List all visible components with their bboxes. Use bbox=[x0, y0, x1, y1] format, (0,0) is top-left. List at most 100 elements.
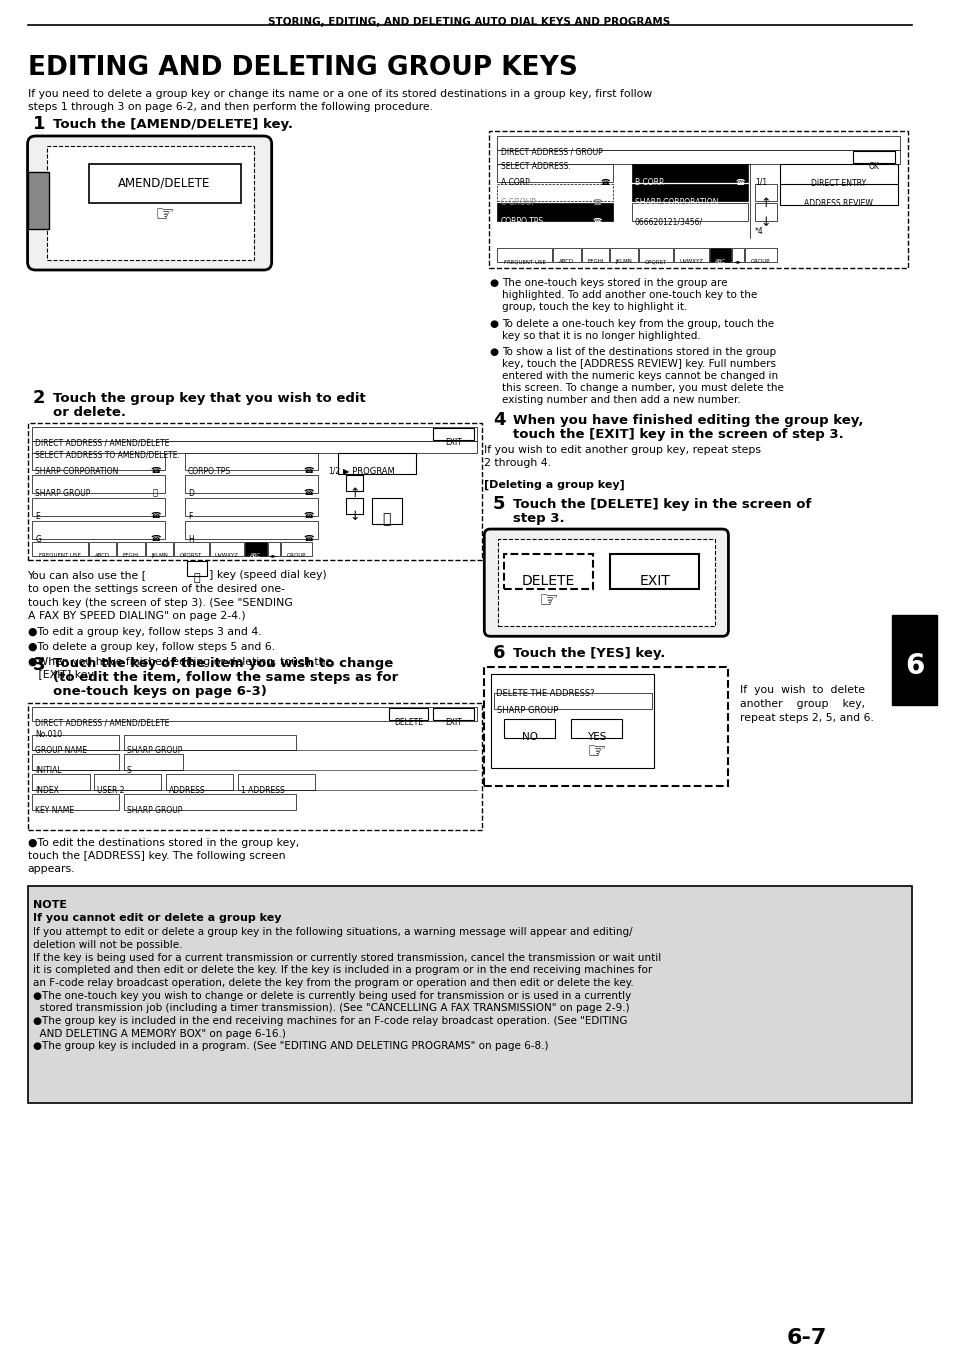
Text: Touch the [AMEND/DELETE] key.: Touch the [AMEND/DELETE] key. bbox=[53, 118, 293, 131]
Text: 1/2: 1/2 bbox=[328, 466, 339, 476]
Bar bbox=[185, 453, 317, 470]
Text: ABC: ABC bbox=[251, 553, 261, 558]
Text: ●The group key is included in the end receiving machines for an F-code relay bro: ●The group key is included in the end re… bbox=[33, 1016, 627, 1025]
Text: ◄►: ◄► bbox=[733, 259, 741, 263]
Text: NO: NO bbox=[521, 731, 537, 742]
Text: If you need to delete a group key or change its name or a one of its stored dest: If you need to delete a group key or cha… bbox=[28, 89, 651, 100]
Bar bbox=[124, 735, 296, 750]
Bar bbox=[174, 542, 209, 555]
Bar bbox=[570, 719, 621, 739]
Bar bbox=[28, 423, 482, 559]
Bar bbox=[89, 163, 241, 204]
Text: deletion will not be possible.: deletion will not be possible. bbox=[33, 940, 183, 950]
Text: ] key (speed dial key): ] key (speed dial key) bbox=[209, 570, 326, 580]
Bar bbox=[117, 542, 145, 555]
Bar bbox=[494, 693, 651, 709]
Bar bbox=[631, 204, 747, 222]
Text: ☎: ☎ bbox=[592, 197, 601, 207]
Text: DIRECT ENTRY: DIRECT ENTRY bbox=[810, 178, 865, 188]
Text: 6: 6 bbox=[493, 644, 505, 662]
Text: entered with the numeric keys cannot be changed in: entered with the numeric keys cannot be … bbox=[501, 372, 778, 381]
Text: touch the [ADDRESS] key. The following screen: touch the [ADDRESS] key. The following s… bbox=[28, 851, 285, 861]
Text: DIRECT ADDRESS / AMEND/DELETE: DIRECT ADDRESS / AMEND/DELETE bbox=[35, 719, 170, 728]
Text: ●To edit a group key, follow steps 3 and 4.: ●To edit a group key, follow steps 3 and… bbox=[28, 627, 261, 638]
Bar bbox=[124, 754, 183, 770]
Text: ☞: ☞ bbox=[537, 592, 558, 612]
Text: The one-touch keys stored in the group are: The one-touch keys stored in the group a… bbox=[501, 278, 727, 288]
Bar bbox=[853, 151, 894, 162]
Bar bbox=[674, 249, 708, 262]
Bar bbox=[581, 249, 609, 262]
Text: ↓: ↓ bbox=[760, 216, 770, 230]
Text: touch key (the screen of step 3). (See "SENDING: touch key (the screen of step 3). (See "… bbox=[28, 597, 292, 608]
Bar bbox=[433, 708, 474, 720]
Text: ☎: ☎ bbox=[303, 466, 313, 474]
Text: ☎: ☎ bbox=[735, 178, 744, 186]
Bar bbox=[497, 184, 613, 201]
Text: ●: ● bbox=[489, 347, 497, 358]
Text: SHARP GROUP: SHARP GROUP bbox=[127, 747, 182, 755]
Text: 📠: 📠 bbox=[193, 573, 200, 582]
Text: this screen. To change a number, you must delete the: this screen. To change a number, you mus… bbox=[501, 384, 783, 393]
Text: ●The one-touch key you wish to change or delete is currently being used for tran: ●The one-touch key you wish to change or… bbox=[33, 990, 631, 1001]
Text: GROUP: GROUP bbox=[286, 553, 306, 558]
Bar bbox=[779, 184, 897, 205]
Text: F: F bbox=[188, 512, 193, 521]
Text: SHARP CORPORATION: SHARP CORPORATION bbox=[635, 197, 718, 207]
Text: 1: 1 bbox=[33, 115, 46, 134]
Text: DELETE: DELETE bbox=[521, 574, 575, 588]
Text: ●: ● bbox=[489, 278, 497, 288]
Text: ↓: ↓ bbox=[349, 511, 359, 523]
Bar bbox=[610, 249, 638, 262]
Bar bbox=[503, 554, 592, 589]
Text: 066620121/3456/: 066620121/3456/ bbox=[635, 218, 702, 227]
Text: ☎: ☎ bbox=[592, 218, 601, 227]
Text: *4: *4 bbox=[754, 227, 763, 236]
FancyBboxPatch shape bbox=[28, 136, 272, 270]
Text: EXIT: EXIT bbox=[445, 717, 462, 727]
Text: Touch the [YES] key.: Touch the [YES] key. bbox=[513, 647, 664, 661]
Text: UVWXYZ: UVWXYZ bbox=[679, 259, 702, 263]
Text: EXIT: EXIT bbox=[445, 438, 462, 447]
Text: B CORP.: B CORP. bbox=[635, 178, 664, 186]
Bar bbox=[610, 554, 699, 589]
Text: ABC: ABC bbox=[715, 259, 725, 263]
Bar bbox=[32, 707, 476, 720]
Text: one-touch keys on page 6-3): one-touch keys on page 6-3) bbox=[53, 685, 267, 698]
Bar bbox=[433, 428, 474, 439]
Text: EFGHI: EFGHI bbox=[123, 553, 139, 558]
Text: ADDRESS: ADDRESS bbox=[169, 786, 206, 796]
Text: ADDRESS REVIEW: ADDRESS REVIEW bbox=[803, 199, 872, 208]
Text: ☞: ☞ bbox=[154, 205, 174, 226]
Text: E: E bbox=[35, 512, 40, 521]
Text: ABCD: ABCD bbox=[94, 553, 110, 558]
Bar bbox=[372, 499, 401, 524]
Text: You can also use the [: You can also use the [ bbox=[28, 570, 147, 580]
Text: To show a list of the destinations stored in the group: To show a list of the destinations store… bbox=[501, 347, 776, 358]
Text: 📠: 📠 bbox=[382, 512, 391, 526]
Text: it is completed and then edit or delete the key. If the key is included in a pro: it is completed and then edit or delete … bbox=[33, 965, 652, 975]
Bar bbox=[89, 542, 116, 555]
Bar bbox=[553, 249, 580, 262]
Text: ☎: ☎ bbox=[600, 178, 610, 186]
Text: OK: OK bbox=[868, 162, 879, 170]
Text: to open the settings screen of the desired one-: to open the settings screen of the desir… bbox=[28, 584, 284, 593]
Bar bbox=[185, 521, 317, 539]
Bar bbox=[32, 499, 165, 516]
Text: If  you  wish  to  delete: If you wish to delete bbox=[740, 685, 864, 694]
Text: 4: 4 bbox=[493, 411, 505, 428]
Text: UVWXYZ: UVWXYZ bbox=[214, 553, 238, 558]
Bar bbox=[337, 453, 416, 474]
Text: No.010: No.010 bbox=[35, 730, 63, 739]
Text: If you attempt to edit or delete a group key in the following situations, a warn: If you attempt to edit or delete a group… bbox=[33, 927, 633, 938]
Bar bbox=[891, 616, 936, 705]
Bar bbox=[32, 521, 165, 539]
Text: Touch the group key that you wish to edit: Touch the group key that you wish to edi… bbox=[53, 392, 366, 405]
Text: key, touch the [ADDRESS REVIEW] key. Full numbers: key, touch the [ADDRESS REVIEW] key. Ful… bbox=[501, 359, 775, 369]
Text: 1 ADDRESS: 1 ADDRESS bbox=[241, 786, 285, 796]
Bar bbox=[32, 476, 165, 493]
Bar bbox=[48, 146, 253, 259]
Bar bbox=[639, 249, 673, 262]
Text: ▶ PROGRAM: ▶ PROGRAM bbox=[342, 466, 394, 474]
Text: group, touch the key to highlight it.: group, touch the key to highlight it. bbox=[501, 301, 687, 312]
